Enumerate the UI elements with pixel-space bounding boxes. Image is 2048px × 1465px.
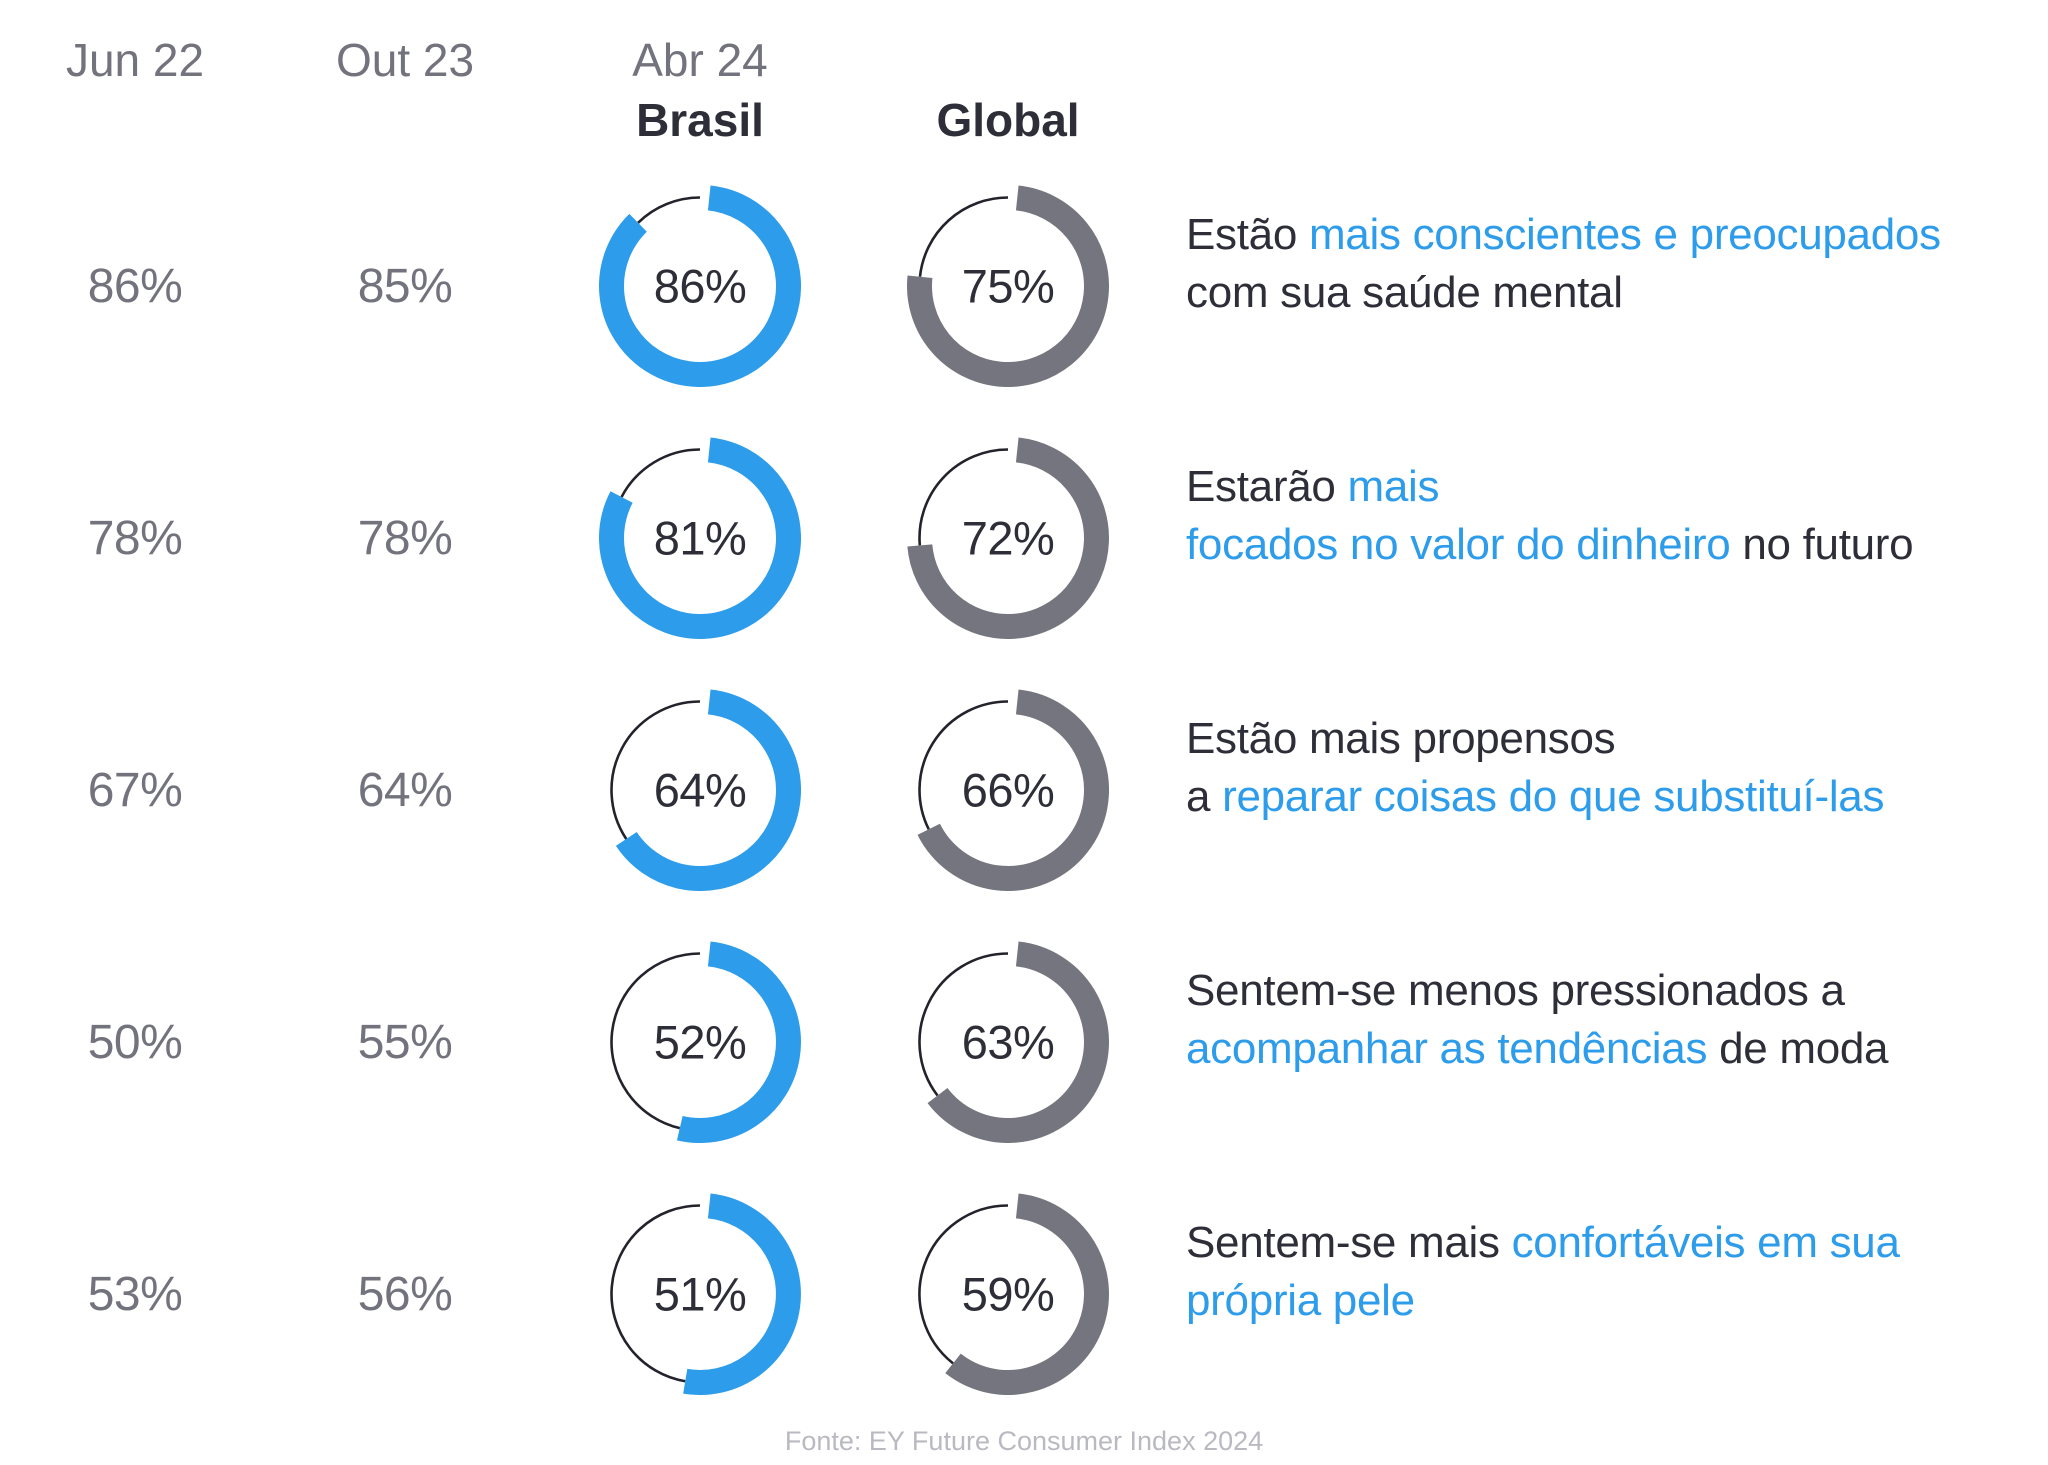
donut-value-label: 86%: [654, 260, 747, 313]
brasil-donut-cell: 52%: [560, 941, 840, 1143]
donut-remainder-arc: [918, 952, 1009, 1097]
donut-value-arc: [907, 185, 1109, 387]
statement-segment: Sentem-se menos pressionados a: [1186, 966, 1845, 1015]
statement-text: Estarão mais focados no valor do dinheiro…: [1176, 458, 2048, 574]
statement-segment-highlight: mais focados no valor do dinheiro: [1186, 462, 1731, 569]
metric-row: 67% 64% 64% 66% Estão mais propensos a rep…: [0, 664, 2048, 916]
donut-value-arc: [683, 1193, 801, 1395]
jun22-value: 67%: [87, 763, 183, 817]
statement-segment-highlight: reparar coisas do que substituí-las: [1222, 772, 1885, 821]
statement-segment-highlight: mais conscientes e preocupados: [1308, 210, 1941, 259]
donut-remainder-arc: [637, 196, 701, 224]
global-donut-cell: 72%: [840, 437, 1176, 639]
col-header-out23: Out 23: [335, 34, 475, 86]
donut-chart-global: 66%: [917, 689, 1109, 891]
source-note: Fonte: EY Future Consumer Index 2024: [784, 1426, 1264, 1456]
col-header-spacer: [1002, 28, 1015, 92]
donut-chart-global: 59%: [918, 1193, 1109, 1395]
donut-value-arc: [676, 941, 801, 1143]
statement-text: Estão mais conscientes e preocupados com …: [1176, 206, 2048, 322]
donut-chart-brasil: 64%: [610, 689, 801, 891]
donut-value-label: 52%: [654, 1016, 747, 1069]
out23-value: 64%: [357, 763, 453, 817]
metric-rows: 86% 85% 86% 75% Estão mais conscientes e …: [0, 160, 2048, 1420]
donut-value-label: 64%: [654, 764, 747, 817]
donut-chart-global: 75%: [907, 185, 1109, 387]
statement-segment: Estão mais propensos a: [1186, 714, 1616, 821]
out23-value: 55%: [357, 1015, 453, 1069]
donut-remainder-arc: [610, 952, 701, 1130]
statement-text: Estão mais propensos a reparar coisas do …: [1176, 710, 2048, 826]
donut-chart-brasil: 86%: [599, 185, 801, 387]
donut-value-arc: [599, 437, 801, 639]
out23-value: 85%: [357, 259, 453, 313]
metric-row: 53% 56% 51% 59% Sentem-se mais confortáve…: [0, 1168, 2048, 1420]
donut-chart-global: 63%: [918, 941, 1109, 1143]
metric-row: 78% 78% 81% 72% Estarão mais focados no va…: [0, 412, 2048, 664]
col-header-jun22: Jun 22: [65, 34, 205, 86]
col-header-abr24: Abr 24: [632, 34, 768, 86]
global-donut-cell: 63%: [840, 941, 1176, 1143]
brasil-donut-cell: 81%: [560, 437, 840, 639]
statement-segment: Estão: [1186, 210, 1309, 259]
donut-value-arc: [907, 437, 1109, 639]
donut-remainder-arc: [918, 448, 1009, 546]
statement-segment-highlight: acompanhar as tendências: [1186, 1024, 1708, 1073]
statement-segment: Sentem-se mais: [1186, 1218, 1512, 1267]
jun22-value: 53%: [87, 1267, 183, 1321]
header-right-spacer: [1176, 28, 2048, 160]
donut-value-label: 81%: [654, 512, 747, 565]
jun22-value: 78%: [87, 511, 183, 565]
donut-value-arc: [945, 1193, 1109, 1395]
jun22-value: 50%: [87, 1015, 183, 1069]
donut-chart-brasil: 81%: [599, 437, 801, 639]
statement-text: Sentem-se mais confortáveis em sua própri…: [1176, 1214, 2048, 1330]
donut-remainder-arc: [610, 700, 701, 840]
donut-value-arc: [927, 941, 1109, 1143]
statement-segment: Estarão: [1186, 462, 1348, 511]
metric-row: 50% 55% 52% 63% Sentem-se menos pressiona…: [0, 916, 2048, 1168]
jun22-value: 86%: [87, 259, 183, 313]
col-header-global-wrap: Global: [840, 28, 1176, 160]
statement-segment: de moda: [1707, 1024, 1889, 1073]
global-donut-cell: 59%: [840, 1193, 1176, 1395]
out23-value: 78%: [357, 511, 453, 565]
col-header-brasil: Brasil: [636, 94, 764, 146]
brasil-donut-cell: 51%: [560, 1193, 840, 1395]
statement-segment-highlight: confortáveis em sua própria pele: [1186, 1218, 1900, 1325]
donut-value-label: 63%: [962, 1016, 1055, 1069]
statement-segment: com sua saúde mental: [1186, 268, 1623, 317]
donut-remainder-arc: [918, 700, 1009, 830]
donut-value-label: 72%: [962, 512, 1055, 565]
col-header-global: Global: [936, 94, 1080, 146]
donut-value-arc: [917, 689, 1109, 891]
out23-value: 56%: [357, 1267, 453, 1321]
donut-remainder-arc: [620, 448, 701, 498]
brasil-donut-cell: 86%: [560, 185, 840, 387]
donut-value-label: 51%: [654, 1268, 747, 1321]
global-donut-cell: 75%: [840, 185, 1176, 387]
donut-value-label: 66%: [962, 764, 1055, 817]
donut-remainder-arc: [918, 196, 1009, 277]
metric-row: 86% 85% 86% 75% Estão mais conscientes e …: [0, 160, 2048, 412]
header-row: Jun 22 Out 23 Abr 24 Brasil Global: [0, 0, 2048, 160]
donut-remainder-arc: [918, 1204, 1009, 1365]
global-donut-cell: 66%: [840, 689, 1176, 891]
donut-value-label: 59%: [962, 1268, 1055, 1321]
donut-value-label: 75%: [962, 260, 1055, 313]
donut-remainder-arc: [610, 1204, 701, 1383]
statement-segment: no futuro: [1730, 520, 1914, 569]
donut-chart-brasil: 51%: [610, 1193, 801, 1395]
donut-chart-global: 72%: [907, 437, 1109, 639]
brasil-donut-cell: 64%: [560, 689, 840, 891]
donut-value-arc: [599, 185, 801, 387]
col-header-abr24-brasil: Abr 24 Brasil: [560, 28, 840, 160]
statement-text: Sentem-se menos pressionados a acompanhar…: [1176, 962, 2048, 1078]
donut-chart-brasil: 52%: [610, 941, 801, 1143]
donut-value-arc: [615, 689, 801, 891]
